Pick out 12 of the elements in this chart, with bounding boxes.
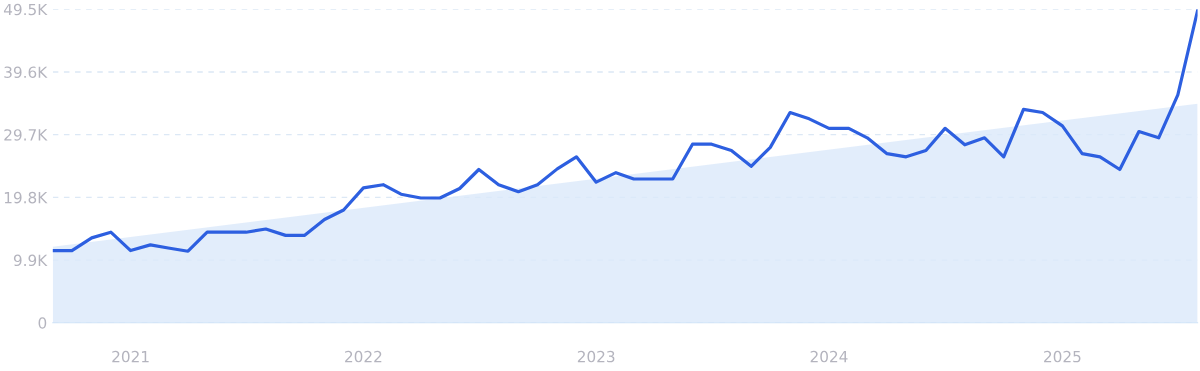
x-tick-label: 2023: [577, 350, 615, 363]
x-tick-label: 2025: [1044, 350, 1081, 363]
y-tick-label: 19.8K: [4, 191, 48, 204]
x-tick-label: 2022: [345, 350, 382, 363]
x-tick-label: 2024: [810, 350, 848, 363]
y-tick-label: 0: [38, 317, 47, 329]
y-tick-label: 29.7K: [4, 129, 48, 141]
y-tick-label: 9.9K: [13, 254, 48, 267]
x-tick-label: 2021: [112, 350, 149, 363]
y-tick-label: 39.6K: [4, 66, 48, 78]
y-tick-label: 49.5K: [3, 3, 48, 16]
line-series: [52, 9, 1198, 253]
